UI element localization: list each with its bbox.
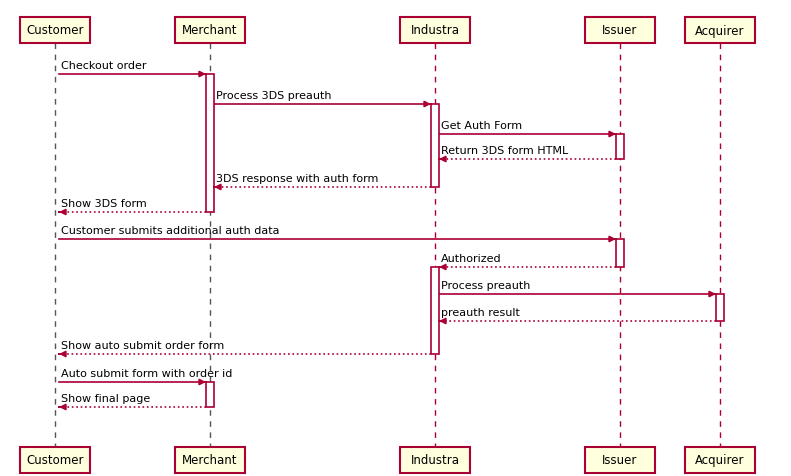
Bar bbox=[431, 268, 439, 354]
Text: Acquirer: Acquirer bbox=[695, 454, 745, 466]
Text: Authorized: Authorized bbox=[441, 253, 501, 263]
Bar bbox=[685, 447, 755, 473]
Bar bbox=[175, 18, 245, 44]
Text: Process preauth: Process preauth bbox=[441, 280, 531, 290]
Bar bbox=[431, 105, 439, 188]
Bar bbox=[616, 239, 624, 268]
Bar bbox=[585, 447, 655, 473]
Text: preauth result: preauth result bbox=[441, 307, 520, 317]
Bar bbox=[206, 75, 214, 213]
Bar bbox=[616, 135, 624, 159]
Text: Industra: Industra bbox=[411, 454, 460, 466]
Bar bbox=[716, 294, 724, 321]
Bar bbox=[400, 18, 470, 44]
Text: Show auto submit order form: Show auto submit order form bbox=[61, 340, 225, 350]
Text: Issuer: Issuer bbox=[602, 24, 638, 38]
Text: Acquirer: Acquirer bbox=[695, 24, 745, 38]
Bar bbox=[20, 447, 90, 473]
Text: Process 3DS preauth: Process 3DS preauth bbox=[216, 91, 331, 101]
Text: Show 3DS form: Show 3DS form bbox=[61, 198, 147, 208]
Text: Industra: Industra bbox=[411, 24, 460, 38]
Text: Auto submit form with order id: Auto submit form with order id bbox=[61, 368, 233, 378]
Bar bbox=[175, 447, 245, 473]
Bar bbox=[206, 382, 214, 407]
Text: Return 3DS form HTML: Return 3DS form HTML bbox=[441, 146, 568, 156]
Bar bbox=[400, 447, 470, 473]
Text: 3DS response with auth form: 3DS response with auth form bbox=[216, 174, 378, 184]
Text: Merchant: Merchant bbox=[182, 24, 238, 38]
Text: Customer: Customer bbox=[26, 24, 84, 38]
Text: Checkout order: Checkout order bbox=[61, 61, 146, 71]
Text: Show final page: Show final page bbox=[61, 393, 150, 403]
Text: Customer submits additional auth data: Customer submits additional auth data bbox=[61, 226, 279, 236]
Text: Merchant: Merchant bbox=[182, 454, 238, 466]
Text: Issuer: Issuer bbox=[602, 454, 638, 466]
Text: Get Auth Form: Get Auth Form bbox=[441, 121, 522, 131]
Bar bbox=[20, 18, 90, 44]
Text: Customer: Customer bbox=[26, 454, 84, 466]
Bar bbox=[585, 18, 655, 44]
Bar bbox=[685, 18, 755, 44]
